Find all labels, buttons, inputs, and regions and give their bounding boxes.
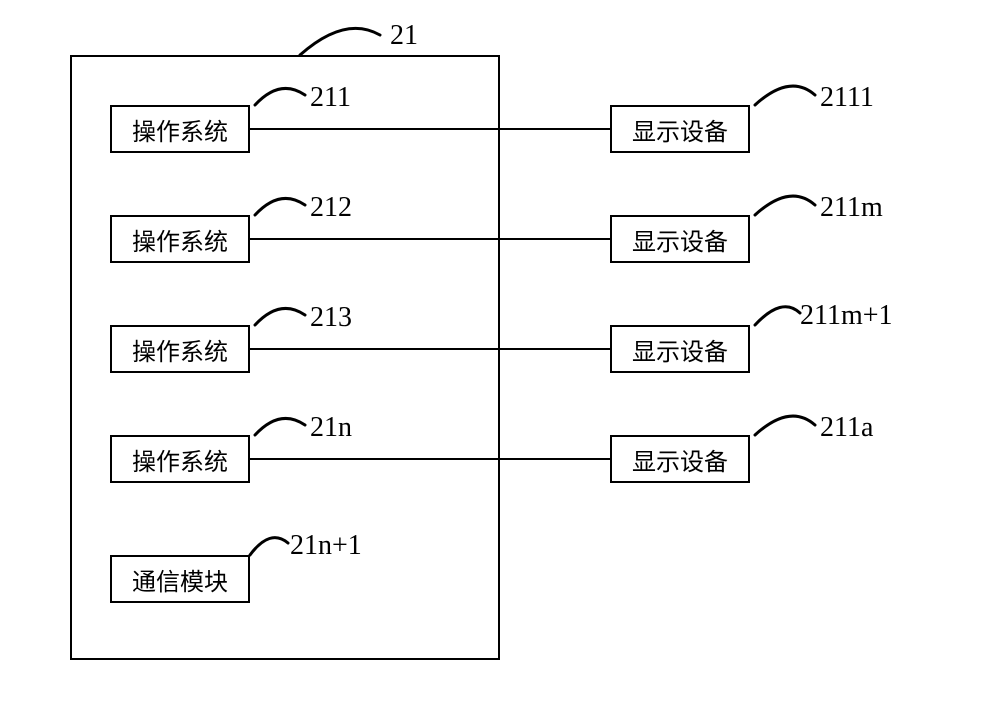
node-os2-text: 操作系统 [132, 222, 228, 257]
node-d2-text: 显示设备 [632, 222, 728, 257]
label-osn: 21n [310, 412, 352, 444]
node-d1-text: 显示设备 [632, 112, 728, 147]
node-osn: 操作系统 [110, 435, 250, 483]
node-d1: 显示设备 [610, 105, 750, 153]
container-label: 21 [390, 20, 418, 52]
node-osn-text: 操作系统 [132, 442, 228, 477]
label-os3: 213 [310, 302, 352, 334]
label-comm: 21n+1 [290, 530, 362, 562]
callout-211m1 [755, 307, 800, 325]
node-d3-text: 显示设备 [632, 332, 728, 367]
callout-21 [300, 28, 380, 55]
callout-211m [755, 196, 815, 215]
label-d2: 211m [820, 192, 883, 224]
callout-211a [755, 416, 815, 435]
callout-2111 [755, 86, 815, 105]
node-comm-text: 通信模块 [132, 562, 228, 597]
label-os2: 212 [310, 192, 352, 224]
node-os3-text: 操作系统 [132, 332, 228, 367]
node-os3: 操作系统 [110, 325, 250, 373]
node-os2: 操作系统 [110, 215, 250, 263]
node-os1: 操作系统 [110, 105, 250, 153]
node-d4: 显示设备 [610, 435, 750, 483]
label-d3: 211m+1 [800, 300, 893, 332]
node-os1-text: 操作系统 [132, 112, 228, 147]
label-d4: 211a [820, 412, 873, 444]
node-d2: 显示设备 [610, 215, 750, 263]
label-d1: 2111 [820, 82, 874, 114]
label-os1: 211 [310, 82, 351, 114]
node-d3: 显示设备 [610, 325, 750, 373]
node-comm: 通信模块 [110, 555, 250, 603]
diagram-stage: 21 操作系统 211 操作系统 212 操作系统 213 操作系统 21n 通… [0, 0, 1000, 713]
node-d4-text: 显示设备 [632, 442, 728, 477]
